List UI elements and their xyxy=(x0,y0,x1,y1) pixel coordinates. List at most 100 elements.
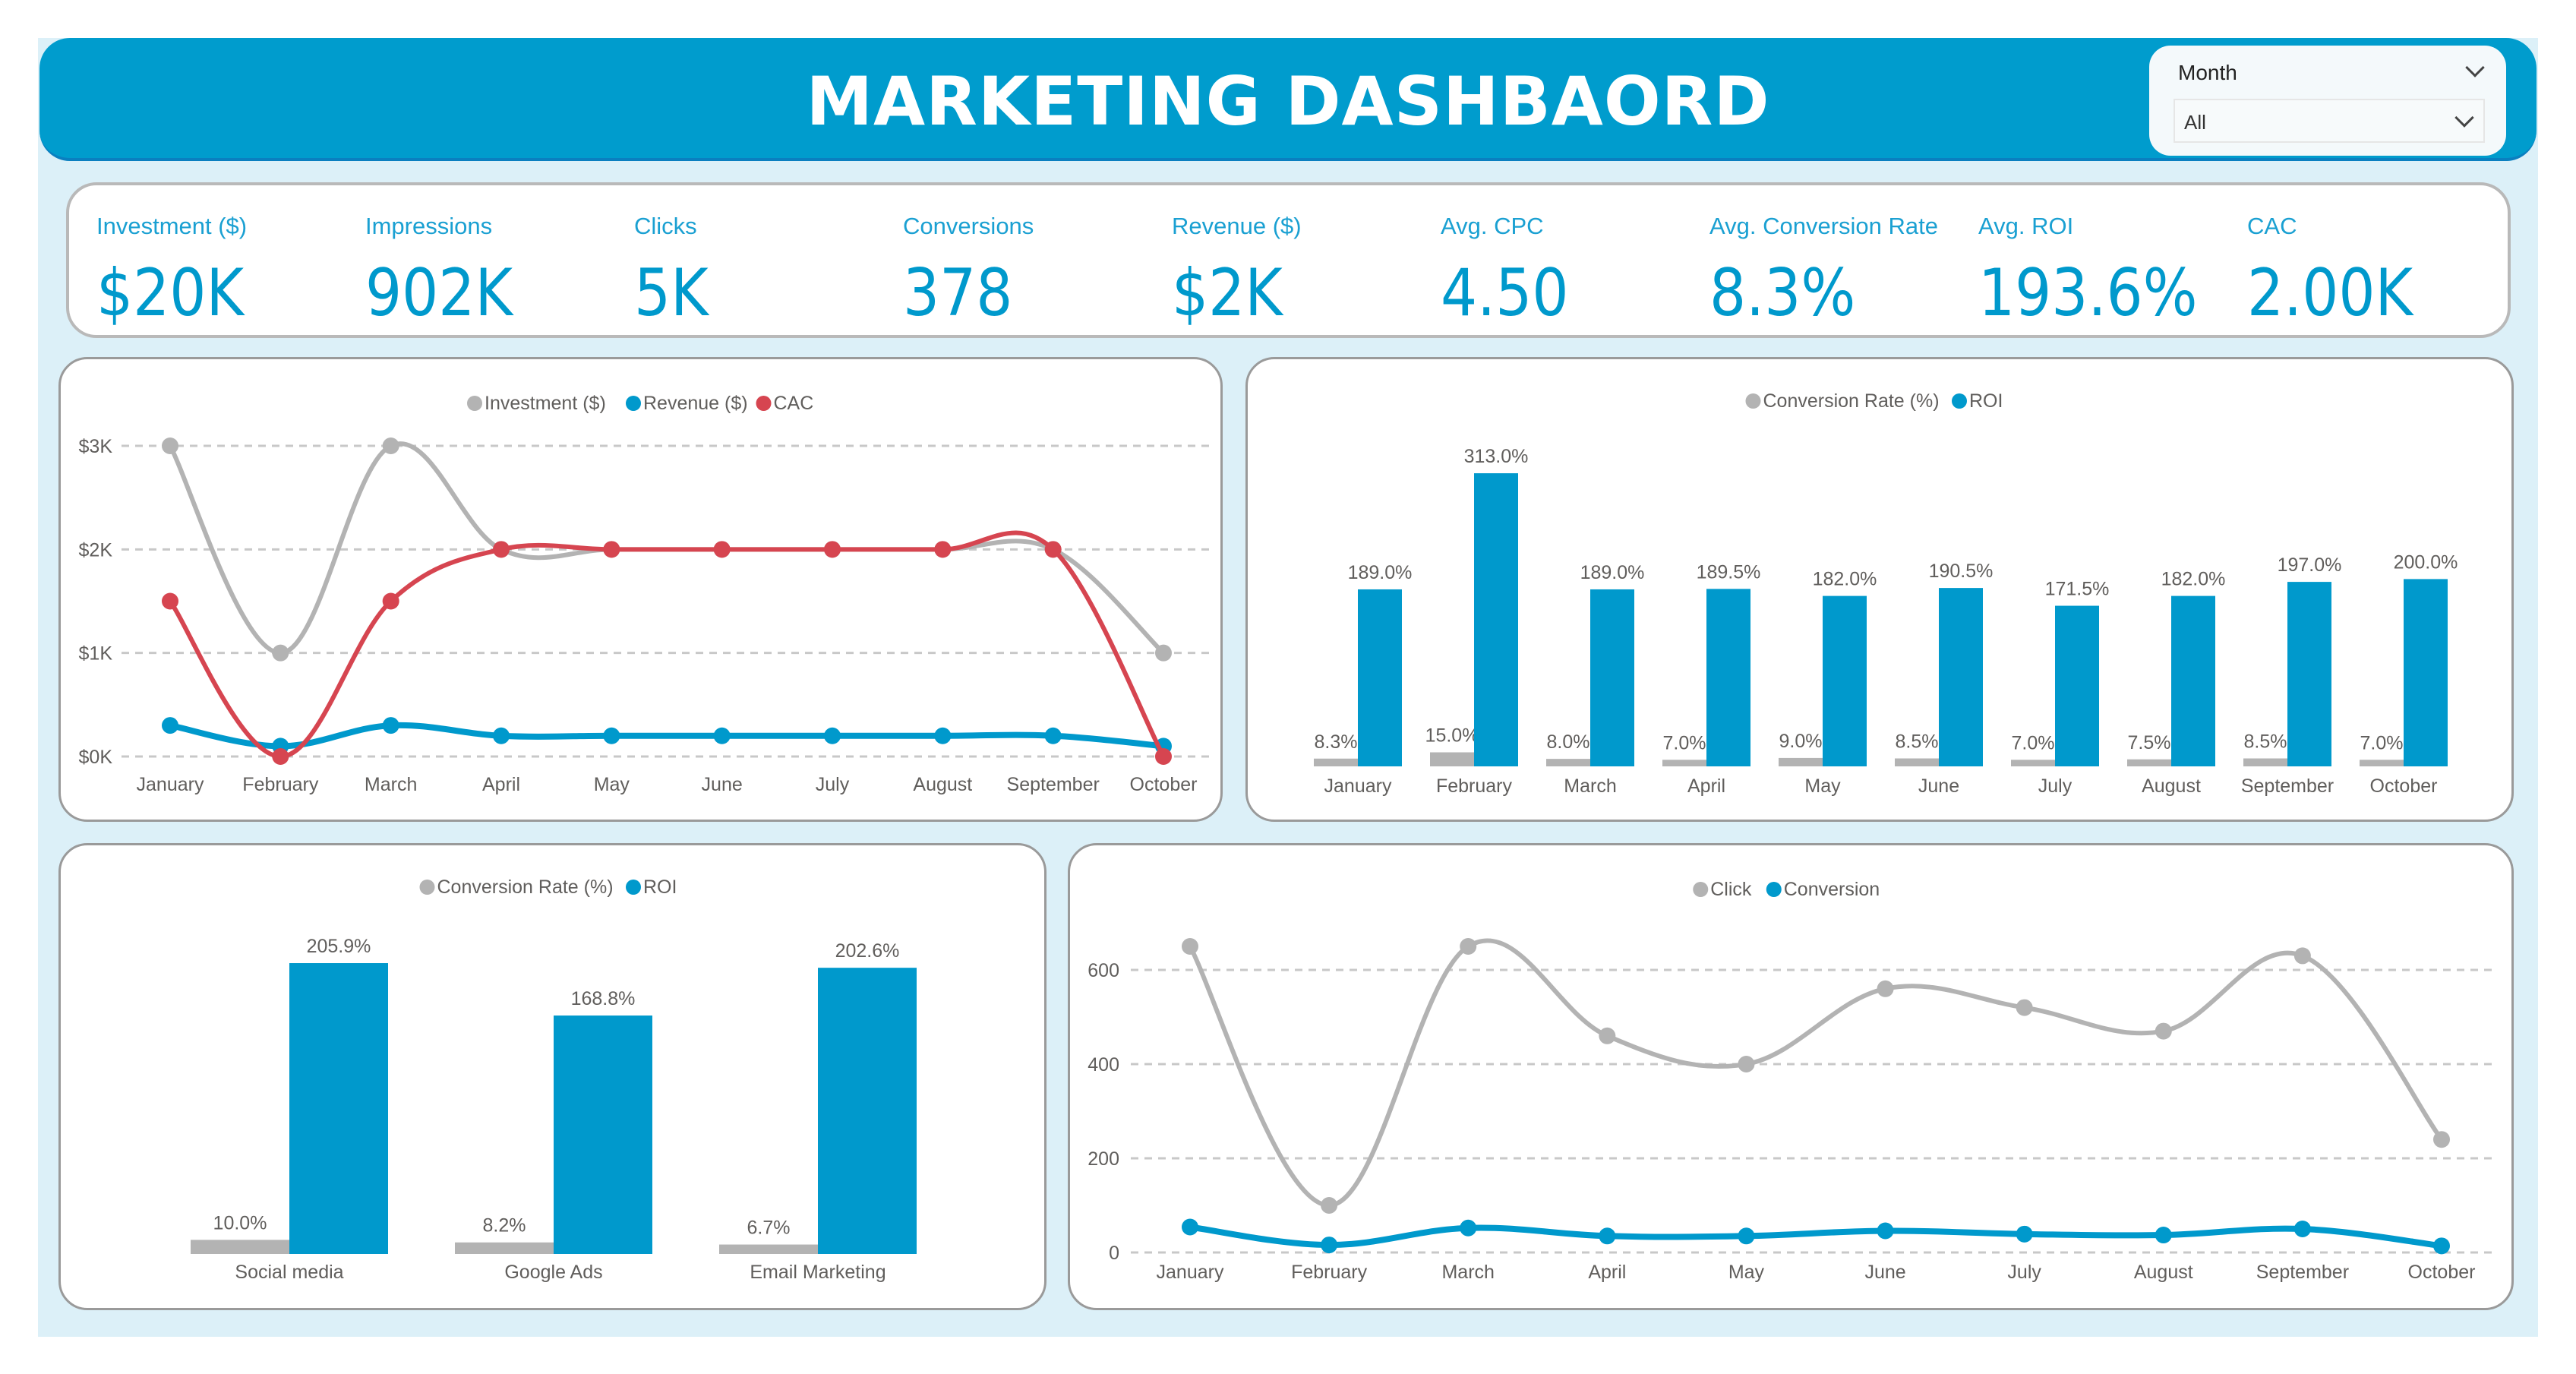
x-tick-label: May xyxy=(1804,775,1841,797)
legend-label: Conversion xyxy=(1784,879,1880,900)
x-tick-label: Email Marketing xyxy=(750,1262,886,1283)
y-tick-label: $0K xyxy=(79,747,113,768)
bar xyxy=(2243,758,2287,766)
chevron-down-icon xyxy=(2454,108,2474,128)
x-tick-label: February xyxy=(1436,775,1513,797)
y-tick-label: 200 xyxy=(1088,1148,1119,1170)
bar xyxy=(1546,759,1590,766)
data-label: 189.0% xyxy=(1348,562,1413,583)
data-label: 15.0% xyxy=(1425,725,1479,747)
legend-marker-icon xyxy=(1766,882,1782,897)
data-label: 189.5% xyxy=(1697,561,1761,583)
data-label: 182.0% xyxy=(1813,569,1877,590)
bar xyxy=(1474,473,1518,766)
data-label: 189.0% xyxy=(1580,562,1645,583)
bar xyxy=(191,1240,289,1254)
bar xyxy=(818,968,917,1254)
data-point xyxy=(603,727,620,744)
kpi-value: 902K xyxy=(365,255,513,331)
data-point xyxy=(2433,1131,2450,1148)
bar xyxy=(1895,758,1939,766)
channel-conversion-roi-chart: Conversion Rate (%) ROI 10.0% 205.9% Social … xyxy=(58,843,1046,1310)
kpi-value: 8.3% xyxy=(1709,255,1856,331)
legend-marker-icon xyxy=(626,396,641,411)
x-tick-label: June xyxy=(1864,1262,1905,1283)
chart-svg: Investment ($) Revenue ($) CAC $0K $1K $2K $3K… xyxy=(79,393,1211,795)
legend-marker-icon xyxy=(626,880,641,895)
data-point xyxy=(713,541,731,558)
data-point xyxy=(824,541,841,558)
kpi-value: 4.50 xyxy=(1441,255,1569,331)
data-label: 9.0% xyxy=(1779,731,1823,752)
data-label: 200.0% xyxy=(2394,551,2458,573)
legend-label: Revenue ($) xyxy=(643,393,748,414)
legend-label: CAC xyxy=(774,393,814,414)
bar xyxy=(554,1015,652,1254)
kpi-label: Avg. ROI xyxy=(1978,213,2074,239)
bar xyxy=(1823,595,1867,766)
bar xyxy=(289,963,388,1254)
legend-label: Investment ($) xyxy=(485,393,606,414)
x-tick-label: Google Ads xyxy=(504,1262,602,1283)
legend-label: Click xyxy=(1710,879,1752,900)
kpi-card: Investment ($) $20K Impressions 902K Clicks 5… xyxy=(66,182,2511,338)
x-tick-label: April xyxy=(1588,1262,1626,1283)
data-point xyxy=(603,541,620,558)
bar xyxy=(1358,589,1402,766)
chart-svg: Conversion Rate (%) ROI 10.0% 205.9% Social … xyxy=(191,877,917,1283)
x-tick-label: June xyxy=(702,774,743,795)
x-tick-label: Social media xyxy=(235,1262,343,1283)
y-tick-label: $2K xyxy=(79,539,113,561)
data-point xyxy=(1599,1027,1616,1044)
bar xyxy=(1314,758,1358,766)
x-tick-label: July xyxy=(2007,1262,2041,1283)
header-banner xyxy=(39,38,2537,161)
data-label: 168.8% xyxy=(571,988,636,1009)
data-point xyxy=(1738,1227,1755,1245)
page-title: MARKETING DASHBAORD xyxy=(806,62,1770,141)
x-tick-label: January xyxy=(1157,1262,1224,1283)
x-tick-label: April xyxy=(482,774,520,795)
data-label: 8.5% xyxy=(1896,731,1939,753)
chevron-down-icon[interactable] xyxy=(2465,58,2485,77)
data-label: 205.9% xyxy=(307,936,371,957)
data-point xyxy=(2016,1225,2033,1243)
data-point xyxy=(2016,999,2033,1016)
x-tick-label: October xyxy=(1130,774,1198,795)
data-point xyxy=(382,592,399,610)
x-tick-label: September xyxy=(2256,1262,2349,1283)
series-line xyxy=(1188,938,2444,1208)
data-point xyxy=(1877,980,1894,997)
kpi-value: $2K xyxy=(1172,255,1283,331)
legend-marker-icon xyxy=(1693,882,1709,897)
legend-label: ROI xyxy=(1969,390,2003,412)
bar xyxy=(2171,595,2215,766)
legend-label: ROI xyxy=(643,877,677,898)
bar xyxy=(1590,589,1634,766)
data-label: 7.0% xyxy=(2360,732,2404,753)
bar xyxy=(1430,752,1474,766)
x-tick-label: August xyxy=(913,774,972,795)
data-point xyxy=(1460,938,1477,955)
data-point xyxy=(1599,1227,1616,1245)
legend-marker-icon xyxy=(419,880,435,895)
data-point xyxy=(713,727,731,744)
chart-svg: Click Conversion 0 200 400 600 January February… xyxy=(1088,879,2498,1283)
data-point xyxy=(1155,748,1172,765)
data-label: 313.0% xyxy=(1464,446,1529,467)
kpi-label: Revenue ($) xyxy=(1172,213,1302,239)
x-tick-label: January xyxy=(137,774,204,795)
monthly-conversion-roi-chart: Conversion Rate (%) ROI 8.3% 189.0% January 1… xyxy=(1245,357,2514,822)
x-tick-label: January xyxy=(1324,775,1392,797)
month-dropdown[interactable]: All xyxy=(2174,99,2485,143)
data-label: 8.2% xyxy=(483,1215,526,1237)
series-line xyxy=(168,530,1166,760)
data-point xyxy=(1044,727,1062,744)
data-point xyxy=(2293,947,2311,965)
kpi-label: Impressions xyxy=(365,213,493,239)
data-label: 202.6% xyxy=(835,940,900,962)
x-tick-label: September xyxy=(2241,775,2334,797)
bar xyxy=(2404,579,2448,766)
data-label: 10.0% xyxy=(213,1212,267,1233)
data-label: 190.5% xyxy=(1929,561,1994,582)
